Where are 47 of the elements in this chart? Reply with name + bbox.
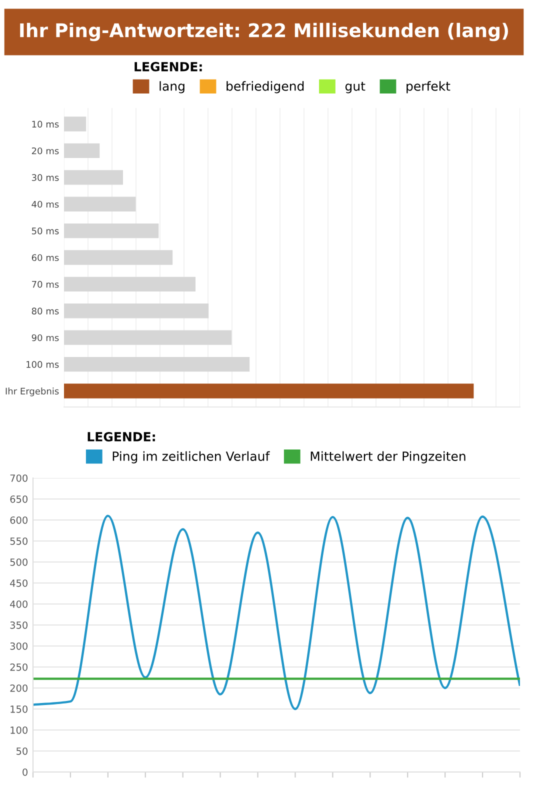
y-tick-label: 450 <box>10 579 28 587</box>
bar <box>64 196 136 212</box>
y-tick-label: Ihr Ergebnis <box>6 388 59 396</box>
y-tick-label: 60 ms <box>32 254 59 262</box>
legend-title: LEGENDE: <box>134 62 202 72</box>
y-tick-label: 30 ms <box>32 174 59 181</box>
bar <box>64 143 100 158</box>
y-tick-label: 250 <box>10 663 28 671</box>
y-tick-label: 400 <box>10 600 28 608</box>
line-series <box>33 514 520 710</box>
y-tick-label: 50 <box>16 747 28 755</box>
y-tick-label: 550 <box>10 537 28 545</box>
bar <box>64 276 196 292</box>
legend-label: lang <box>160 81 184 94</box>
legend-title: LEGENDE: <box>88 432 155 442</box>
bar <box>64 304 209 318</box>
bar <box>64 330 232 345</box>
y-tick-label: 10 ms <box>32 120 59 128</box>
bar <box>64 170 123 185</box>
y-tick-label: 0 <box>22 768 28 776</box>
bar <box>64 250 173 265</box>
y-tick-label: 200 <box>10 684 28 692</box>
bar <box>64 116 86 132</box>
y-tick-label: 80 ms <box>32 308 59 314</box>
legend-label: Mittelwert der Pingzeiten <box>310 451 466 464</box>
legend-label: gut <box>345 82 366 94</box>
y-tick-label: 90 ms <box>32 334 59 342</box>
bar <box>64 356 250 372</box>
y-tick-label: 20 ms <box>32 147 59 154</box>
y-tick-label: 70 ms <box>32 280 59 288</box>
y-tick-label: 100 ms <box>26 361 59 368</box>
y-tick-label: 500 <box>10 558 28 566</box>
legend-label: befriedigend <box>226 81 304 94</box>
y-tick-label: 50 ms <box>32 228 59 234</box>
bar <box>64 384 474 398</box>
y-tick-label: 700 <box>10 474 28 482</box>
chart-title: Ihr Ping-Antwortzeit: 222 Millisekunden (lang) <box>20 22 508 42</box>
legend-label: Ping im zeitlichen Verlauf <box>112 451 270 464</box>
y-tick-label: 600 <box>10 516 28 524</box>
y-tick-label: 40 ms <box>32 200 59 208</box>
legend-label: perfekt <box>406 81 450 94</box>
y-tick-label: 650 <box>10 495 28 503</box>
y-tick-label: 350 <box>10 621 28 629</box>
y-tick-label: 300 <box>10 642 28 650</box>
bar <box>64 223 159 238</box>
y-tick-label: 150 <box>10 705 28 713</box>
y-tick-label: 100 <box>10 726 28 734</box>
